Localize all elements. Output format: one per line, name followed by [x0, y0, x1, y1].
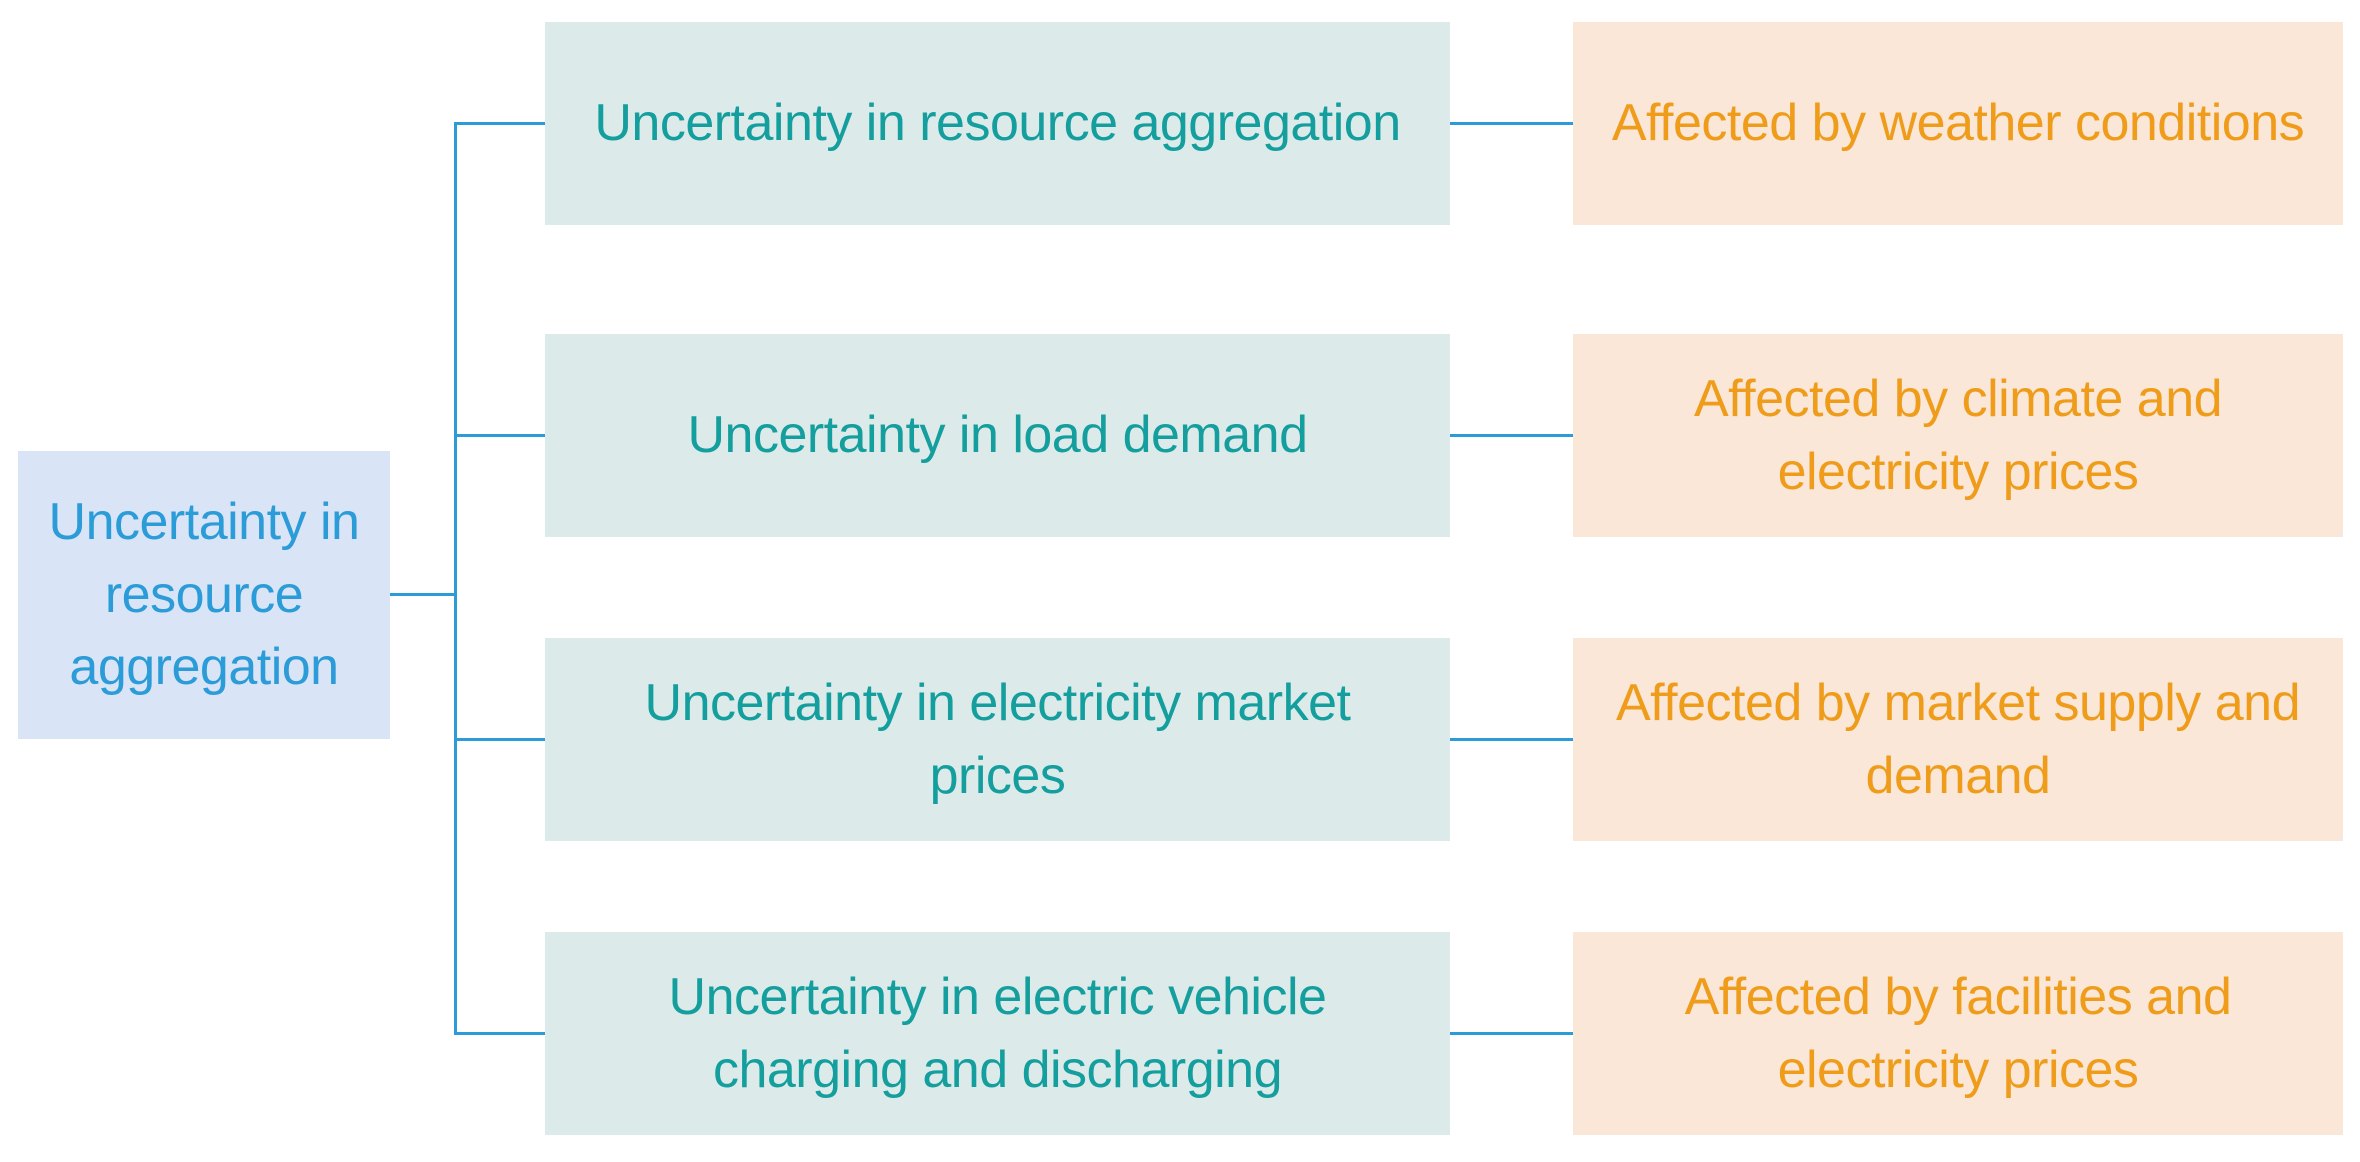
branch-line-4 [454, 1032, 545, 1035]
cause-effect-connector-4 [1450, 1032, 1573, 1035]
effect-node-1-label: Affected by weather conditions [1611, 94, 2305, 153]
cause-node-1: Uncertainty in resource aggregation [545, 22, 1450, 225]
cause-node-3: Uncertainty in electricity market prices [545, 638, 1450, 841]
effect-node-2-label: Affected by climate and electricity pric… [1693, 369, 2223, 501]
branch-line-1 [454, 122, 545, 125]
cause-node-2-label: Uncertainty in load demand [687, 406, 1308, 465]
root-node: Uncertainty in resource aggregation [18, 451, 390, 739]
cause-effect-connector-3 [1450, 738, 1573, 741]
cause-node-4: Uncertainty in electric vehicle charging… [545, 932, 1450, 1135]
cause-effect-connector-1 [1450, 122, 1573, 125]
root-node-label: Uncertainty in resource aggregation [48, 492, 360, 697]
effect-node-3: Affected by market supply and demand [1573, 638, 2343, 841]
branch-line-2 [454, 434, 545, 437]
trunk-line [454, 122, 457, 1035]
root-connector-line [390, 593, 454, 596]
cause-node-2: Uncertainty in load demand [545, 334, 1450, 537]
effect-node-4-label: Affected by facilities and electricity p… [1684, 967, 2232, 1099]
cause-node-4-label: Uncertainty in electric vehicle charging… [668, 967, 1327, 1099]
effect-node-2: Affected by climate and electricity pric… [1573, 334, 2343, 537]
cause-effect-connector-2 [1450, 434, 1573, 437]
cause-node-1-label: Uncertainty in resource aggregation [594, 94, 1401, 153]
branch-line-3 [454, 738, 545, 741]
effect-node-4: Affected by facilities and electricity p… [1573, 932, 2343, 1135]
effect-node-1: Affected by weather conditions [1573, 22, 2343, 225]
effect-node-3-label: Affected by market supply and demand [1615, 673, 2301, 805]
cause-node-3-label: Uncertainty in electricity market prices [644, 673, 1351, 805]
